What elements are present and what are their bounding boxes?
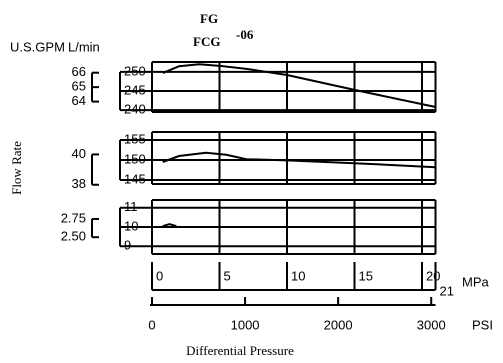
chart-title: FG bbox=[200, 11, 218, 26]
y2-tick-label: 66 bbox=[72, 64, 86, 79]
y-tick-label: 240 bbox=[124, 102, 146, 117]
flow-curve bbox=[162, 63, 436, 109]
x2-tick-label: 0 bbox=[148, 317, 155, 332]
chart-subtitle: FCG bbox=[193, 34, 220, 49]
x2-tick-label: 1000 bbox=[231, 317, 260, 332]
y2-tick-label: 64 bbox=[72, 93, 86, 108]
y-tick-label: 150 bbox=[124, 151, 146, 166]
flow-curve bbox=[162, 223, 177, 227]
y2-tick-label: 2.50 bbox=[61, 229, 86, 244]
x2-tick-label: 2000 bbox=[324, 317, 353, 332]
y-axis-label: Flow Rate bbox=[9, 141, 24, 195]
y-tick-label: 155 bbox=[124, 131, 146, 146]
y-tick-label: 245 bbox=[124, 82, 146, 97]
y2-unit: U.S.GPM bbox=[10, 39, 65, 54]
y2-tick-label: 2.75 bbox=[61, 210, 86, 225]
flow-curve bbox=[162, 151, 436, 169]
x2-unit: PSI bbox=[472, 317, 493, 332]
y-tick-label: 11 bbox=[124, 199, 138, 214]
y-tick-label: 10 bbox=[124, 218, 138, 233]
x-tick-label: 20 bbox=[426, 268, 440, 283]
x-axis-label: Differential Pressure bbox=[186, 343, 294, 358]
y-tick-label: 250 bbox=[124, 63, 146, 78]
x-tick-label: 5 bbox=[224, 268, 231, 283]
y2-tick-label: 38 bbox=[72, 176, 86, 191]
y-tick-label: 9 bbox=[124, 238, 131, 253]
x2-tick-label: 3000 bbox=[417, 317, 446, 332]
y-unit: L/min bbox=[68, 39, 100, 54]
y2-tick-label: 65 bbox=[72, 79, 86, 94]
x-unit: MPa bbox=[462, 274, 490, 289]
y-tick-label: 145 bbox=[124, 171, 146, 186]
y2-tick-label: 40 bbox=[72, 146, 86, 161]
x-tick-label: 10 bbox=[291, 268, 305, 283]
x-tick-label: 21 bbox=[440, 283, 454, 298]
x-tick-label: 0 bbox=[156, 268, 163, 283]
chart-suffix: -06 bbox=[236, 27, 254, 42]
x-tick-label: 15 bbox=[359, 268, 373, 283]
